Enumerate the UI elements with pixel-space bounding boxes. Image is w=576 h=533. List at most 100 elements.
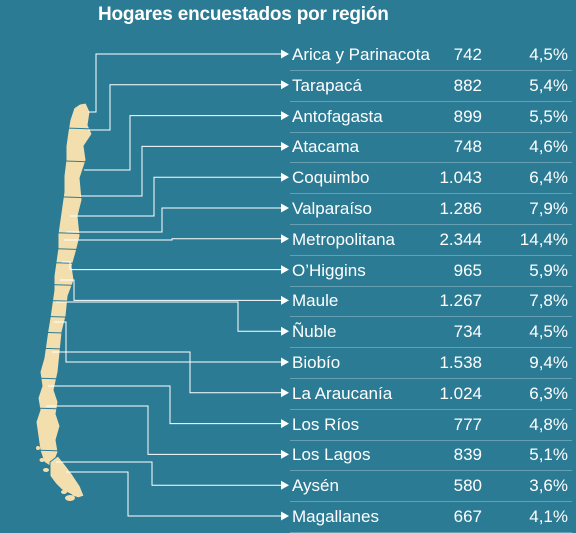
connector-arrow [281,511,289,521]
region-count: 1.538 [439,353,482,372]
connector-line [88,84,281,131]
region-count: 1.267 [439,291,482,311]
connector-arrow [281,449,289,459]
region-percent: 4,8% [529,414,568,434]
region-row: Maule 1.267 7,8% [290,286,572,318]
region-border [36,331,92,335]
region-count: 742 [453,45,482,64]
region-percent: 5,1% [529,445,568,465]
region-name: Maule [292,291,339,311]
region-row: Valparaíso 1.286 7,9% [290,194,572,225]
region-row: Arica y Parinacota 742 4,5% [290,40,572,71]
region-percent: 4,6% [529,137,568,157]
region-count: 734 [453,322,482,342]
island [43,468,49,472]
connector-arrow [281,172,289,182]
region-count: 1.024 [439,383,482,403]
region-row: O’Higgins 965 5,9% [290,256,572,287]
region-row: Magallanes 667 4,1% [290,502,572,533]
connector-line [52,351,281,394]
connector-arrow [281,80,289,90]
region-count: 748 [453,137,482,157]
region-percent: 9,4% [529,353,568,372]
region-name: Metropolitana [292,229,396,249]
region-border [36,159,92,163]
region-name: Ñuble [292,322,337,342]
connector-line [56,301,281,332]
region-count: 839 [453,445,482,465]
region-name: Magallanes [292,507,379,526]
connector-line [66,471,281,517]
region-percent: 14,4% [519,229,568,249]
connector-arrow [281,295,289,305]
region-percent: 5,4% [529,75,568,95]
region-row: Los Lagos 839 5,1% [290,440,572,472]
connector-line [46,405,281,455]
region-name: Los Lagos [292,445,371,465]
region-border [36,347,92,351]
connector-line [62,261,281,271]
region-name: Tarapacá [292,75,362,95]
island [72,491,80,497]
region-name: Biobío [292,353,341,372]
region-percent: 7,9% [529,199,568,218]
connector-line [48,385,281,425]
region-count: 1.286 [439,199,482,218]
region-name: La Araucanía [292,383,393,403]
connector-arrow [281,480,289,490]
region-row: Coquimbo 1.043 6,4% [290,163,572,195]
region-count: 882 [453,75,482,95]
connector-arrow [281,141,289,151]
connector-line [54,321,281,363]
region-count: 1.043 [439,168,482,188]
region-row: Biobío 1.538 9,4% [290,348,572,379]
region-row: Los Ríos 777 4,8% [290,410,572,441]
region-count: 2.344 [439,229,482,249]
connector-arrow [281,234,289,244]
region-name: Los Ríos [292,414,360,434]
connector-arrow [281,265,289,275]
region-count: 777 [453,414,482,434]
region-percent: 5,9% [529,260,568,280]
connector-arrow [281,326,289,336]
region-row: Ñuble 734 4,5% [290,317,572,349]
island [36,446,40,450]
region-name: Valparaíso [292,199,373,218]
region-row: Antofagasta 899 5,5% [290,102,572,133]
region-row: Tarapacá 882 5,4% [290,71,572,102]
island [39,458,45,462]
region-connectors [46,49,289,521]
connector-arrow [281,357,289,367]
connector-line [88,53,281,113]
region-name: Antofagasta [292,106,383,126]
region-percent: 7,8% [529,291,568,311]
chart-title: Hogares encuestados por región [98,4,389,25]
southern-islands [36,446,80,501]
chile-south-tip-shape [49,455,85,499]
connector-line [84,115,281,171]
region-percent: 6,4% [529,168,568,188]
connector-line [80,145,281,197]
connector-line [60,279,281,301]
connector-line [70,176,281,217]
connector-line [56,461,281,486]
region-name: Arica y Parinacota [292,45,430,64]
region-percent: 4,5% [529,322,568,342]
region-name: O’Higgins [292,260,366,280]
region-row: Aysén 580 3,6% [290,471,572,503]
region-percent: 3,6% [529,476,568,496]
connector-arrow [281,111,289,121]
connector-arrow [281,419,289,429]
region-percent: 5,5% [529,106,568,126]
region-percent: 6,3% [529,383,568,403]
connector-arrow [281,49,289,59]
region-row: Metropolitana 2.344 14,4% [290,225,572,256]
connector-line [66,207,281,233]
region-percent: 4,5% [529,45,568,64]
region-row: Atacama 748 4,6% [290,132,572,164]
region-name: Atacama [292,137,360,157]
island [65,495,75,501]
region-percent: 4,1% [529,507,568,526]
region-count: 899 [453,106,482,126]
